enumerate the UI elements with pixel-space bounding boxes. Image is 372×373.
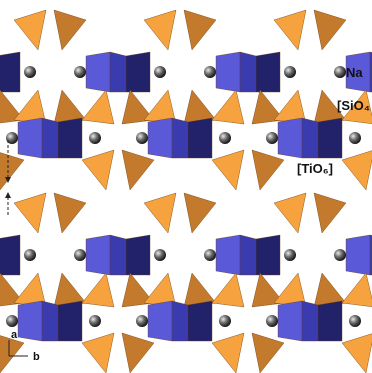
tetrahedron [252,333,284,373]
tetrahedron [14,10,46,50]
na-atom [136,132,148,144]
tetrahedron [274,10,306,50]
octahedron [148,301,172,341]
na-atom [24,249,36,261]
tetrahedron [274,193,306,233]
tetrahedron [82,333,114,373]
na-atom [334,249,346,261]
na-atom [266,315,278,327]
octahedron [0,235,20,275]
na-atom [204,66,216,78]
tetrahedron [342,333,372,373]
tetrahedron [212,333,244,373]
na-atom [74,66,86,78]
octahedron [278,118,302,158]
octahedron [318,301,342,341]
na-atom [219,315,231,327]
octahedron [346,235,370,275]
tetrahedron [144,193,176,233]
tetrahedron [54,193,86,233]
octahedron [188,301,212,341]
octahedron [318,118,342,158]
octahedron [110,52,126,92]
na-atom [266,132,278,144]
octahedron [256,235,280,275]
tetrahedron [314,10,346,50]
tetrahedron [252,150,284,190]
octahedron [42,118,58,158]
octahedron [0,52,20,92]
na-atom [6,315,18,327]
na-atom [204,249,216,261]
octahedron [58,301,82,341]
octahedron [240,52,256,92]
octahedron [278,301,302,341]
tetrahedron [184,193,216,233]
octahedron [172,301,188,341]
sio4-label: [SiO₄ [337,98,370,113]
tetrahedron [144,10,176,50]
na-atom [349,315,361,327]
octahedron [172,118,188,158]
tetrahedron [212,273,244,307]
na-label: Na [346,65,363,80]
tetrahedron [342,273,372,307]
na-atom [136,315,148,327]
na-atom [24,66,36,78]
na-atom [219,132,231,144]
tetrahedron [212,150,244,190]
na-atom [154,66,166,78]
octahedron [18,118,42,158]
tetrahedron [82,90,114,124]
octahedron [110,235,126,275]
na-atom [349,132,361,144]
na-atom [284,249,296,261]
tetrahedron [212,90,244,124]
crystal-structure: Na [SiO₄ [TiO₆] a b [0,0,372,373]
na-atom [284,66,296,78]
tetrahedron [122,150,154,190]
octahedron [86,235,110,275]
polyhedra [0,10,372,373]
octahedron [302,118,318,158]
octahedron [126,235,150,275]
na-atom [89,315,101,327]
octahedron [86,52,110,92]
octahedron [240,235,256,275]
octahedron [126,52,150,92]
octahedron [216,235,240,275]
octahedron [302,301,318,341]
octahedron [188,118,212,158]
octahedron [18,301,42,341]
axis-a: a [11,329,18,341]
na-atom [89,132,101,144]
tetrahedron [54,10,86,50]
na-atom [334,66,346,78]
na-atom [154,249,166,261]
octahedron [148,118,172,158]
tetrahedron [82,273,114,307]
tetrahedron [82,150,114,190]
octahedron [216,52,240,92]
na-atom [74,249,86,261]
tetrahedron [0,150,24,190]
tetrahedron [14,193,46,233]
tetrahedron [184,10,216,50]
axis-b: b [33,351,40,363]
tio6-label: [TiO₆] [297,161,333,176]
tetrahedron [314,193,346,233]
page: Na [SiO₄ [TiO₆] a b (() => { const data … [0,0,372,373]
octahedron [42,301,58,341]
octahedron [58,118,82,158]
tetrahedron [342,150,372,190]
tetrahedron [122,333,154,373]
octahedron [256,52,280,92]
